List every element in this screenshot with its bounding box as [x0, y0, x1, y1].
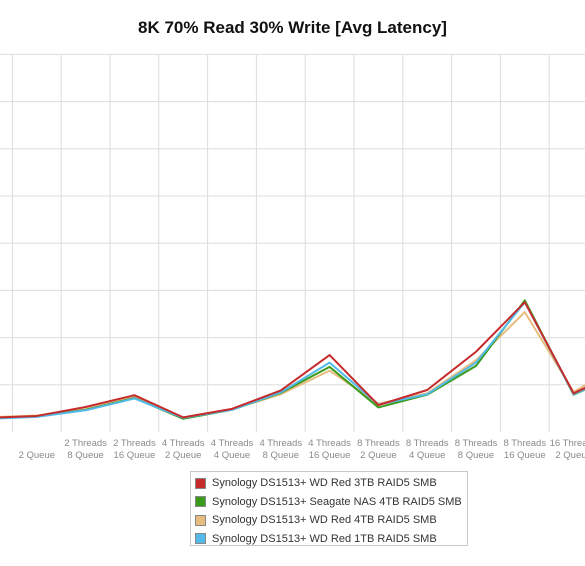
x-tick-label-threads: 4 Threads [211, 438, 254, 449]
legend-swatch [195, 496, 206, 508]
x-tick-label-threads: 4 Threads [308, 438, 351, 449]
legend-swatch [195, 477, 206, 489]
x-tick-label-queue: 8 Queue [67, 450, 103, 461]
legend-swatch [195, 514, 206, 526]
x-tick-label-queue: 8 Queue [263, 450, 299, 461]
legend-label: Synology DS1513+ WD Red 1TB RAID5 SMB [212, 532, 437, 545]
x-tick-label-threads: 4 Threads [259, 438, 302, 449]
series-line [0, 301, 585, 420]
x-tick-label-queue: 8 Queue [458, 450, 494, 461]
legend-item: Synology DS1513+ WD Red 1TB RAID5 SMB [195, 530, 467, 549]
x-tick-label-threads: 2 Threads [113, 438, 156, 449]
x-tick-label-queue: 4 Queue [214, 450, 250, 461]
x-tick-label-queue: 4 Queue [409, 450, 445, 461]
series-line [0, 301, 585, 419]
x-tick-label-threads: 8 Threads [406, 438, 449, 449]
x-tick-label-queue: 2 Queue [555, 450, 585, 461]
x-tick-label-queue: 2 Queue [165, 450, 201, 461]
legend-label: Synology DS1513+ WD Red 3TB RAID5 SMB [212, 477, 437, 490]
x-tick-label-threads: 8 Threads [357, 438, 400, 449]
x-tick-label-threads: 16 Threads [550, 438, 585, 449]
x-tick-label-threads: 8 Threads [503, 438, 546, 449]
x-tick-label-queue: 2 Queue [360, 450, 396, 461]
legend-item: Synology DS1513+ Seagate NAS 4TB RAID5 S… [195, 493, 467, 512]
x-tick-label-queue: 2 Queue [19, 450, 55, 461]
legend-item: Synology DS1513+ WD Red 3TB RAID5 SMB [195, 474, 467, 493]
chart-title: 8K 70% Read 30% Write [Avg Latency] [138, 18, 447, 37]
series-line [0, 299, 585, 420]
legend-label: Synology DS1513+ Seagate NAS 4TB RAID5 S… [212, 495, 462, 508]
legend-swatch [195, 533, 206, 545]
x-tick-label-queue: 16 Queue [504, 450, 546, 461]
legend-item: Synology DS1513+ WD Red 4TB RAID5 SMB [195, 511, 467, 530]
legend: Synology DS1513+ WD Red 3TB RAID5 SMB Syn… [190, 471, 468, 546]
series-line [0, 311, 585, 420]
x-tick-label-queue: 16 Queue [114, 450, 156, 461]
x-tick-label-threads: 4 Threads [162, 438, 205, 449]
legend-label: Synology DS1513+ WD Red 4TB RAID5 SMB [212, 514, 437, 527]
x-tick-label-queue: 16 Queue [309, 450, 351, 461]
x-tick-label-threads: 8 Threads [455, 438, 498, 449]
x-tick-label-threads: 2 Threads [64, 438, 107, 449]
